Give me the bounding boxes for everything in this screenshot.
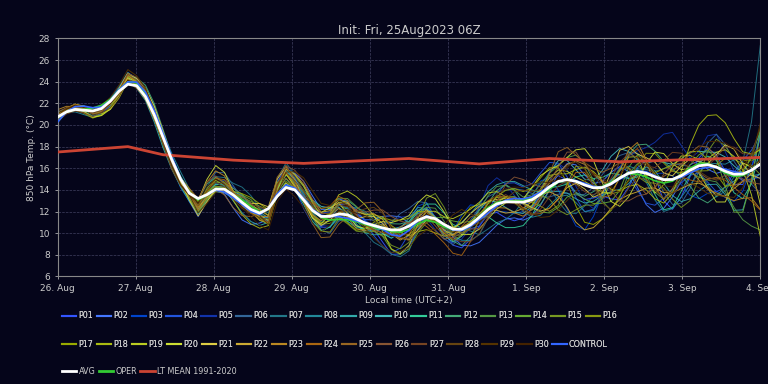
Legend: P01, P02, P03, P04, P05, P06, P07, P08, P09, P10, P11, P12, P13, P14, P15, P16: P01, P02, P03, P04, P05, P06, P07, P08, … [61,311,617,321]
Legend: P17, P18, P19, P20, P21, P22, P23, P24, P25, P26, P27, P28, P29, P30, CONTROL: P17, P18, P19, P20, P21, P22, P23, P24, … [61,340,607,349]
Y-axis label: 850 hPa Temp. (°C): 850 hPa Temp. (°C) [27,114,35,201]
Title: Init: Fri, 25Aug2023 06Z: Init: Fri, 25Aug2023 06Z [338,24,480,37]
Legend: AVG, OPER, LT MEAN 1991-2020: AVG, OPER, LT MEAN 1991-2020 [61,367,237,376]
X-axis label: Local time (UTC+2): Local time (UTC+2) [365,296,453,305]
